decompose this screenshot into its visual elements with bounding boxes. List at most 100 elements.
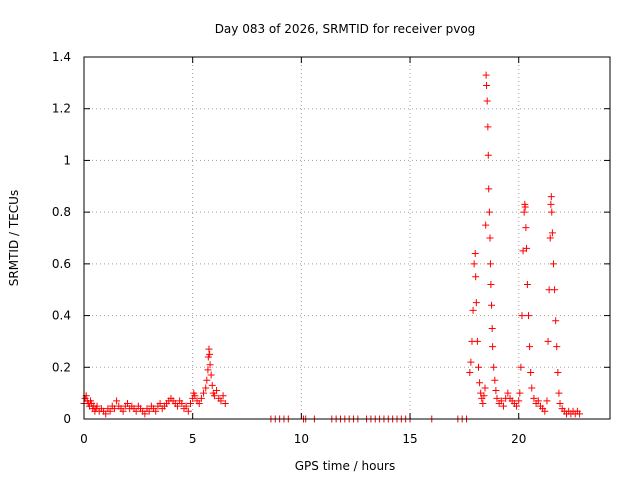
data-point	[197, 394, 205, 402]
x-tick-label: 5	[189, 432, 197, 446]
grid-lines	[84, 57, 610, 419]
data-point	[217, 397, 225, 405]
data-point	[184, 407, 192, 415]
data-point	[556, 399, 564, 407]
data-point	[484, 151, 492, 159]
data-point	[497, 397, 505, 405]
data-point	[524, 312, 532, 320]
data-point	[207, 371, 215, 379]
data-point	[182, 402, 190, 410]
data-point	[493, 394, 501, 402]
data-point	[488, 325, 496, 332]
data-point	[475, 363, 482, 371]
chart-title: Day 083 of 2026, SRMTID for receiver pvo…	[215, 22, 476, 36]
data-point	[523, 244, 531, 252]
data-point	[541, 407, 549, 415]
data-point	[466, 368, 474, 376]
data-point	[472, 299, 480, 307]
data-point	[152, 407, 160, 415]
data-point	[200, 389, 208, 397]
data-point	[469, 306, 477, 314]
data-point	[476, 379, 484, 387]
y-tick-label: 1.4	[52, 50, 71, 64]
data-point	[206, 361, 214, 369]
data-point	[552, 317, 560, 325]
x-tick-label: 0	[80, 432, 88, 446]
y-tick-label: 0.8	[52, 205, 71, 219]
data-point	[480, 392, 488, 400]
data-point	[93, 402, 101, 410]
data-point	[576, 410, 584, 418]
data-point	[467, 358, 475, 366]
data-point	[548, 229, 556, 237]
data-point	[187, 399, 195, 407]
data-point	[547, 193, 555, 201]
data-point	[492, 387, 500, 395]
data-point	[205, 345, 213, 353]
data-point	[106, 407, 114, 415]
data-point	[516, 389, 524, 397]
data-point	[102, 410, 110, 418]
data-point	[521, 203, 529, 211]
data-point	[202, 384, 210, 392]
data-point	[145, 407, 153, 415]
data-point	[518, 312, 526, 320]
data-point	[156, 399, 164, 407]
data-point	[206, 350, 214, 358]
data-point	[526, 343, 534, 351]
data-point	[195, 399, 203, 407]
y-tick-label: 0.4	[52, 309, 71, 323]
data-point	[499, 402, 507, 410]
data-point	[549, 260, 557, 268]
data-point	[486, 260, 494, 268]
data-point	[551, 286, 559, 294]
data-point	[132, 407, 140, 415]
data-point	[544, 337, 552, 345]
data-point	[471, 250, 479, 258]
data-point	[534, 397, 542, 405]
data-point	[119, 407, 127, 415]
data-point	[483, 81, 491, 89]
x-tick-label: 15	[402, 432, 417, 446]
data-point	[485, 208, 493, 216]
data-point	[527, 368, 535, 376]
data-point	[548, 208, 556, 216]
data-point	[178, 399, 186, 407]
data-point	[489, 343, 497, 351]
data-point	[528, 384, 536, 392]
data-point	[522, 224, 530, 232]
data-point	[555, 389, 563, 397]
data-point	[173, 402, 181, 410]
x-axis-label: GPS time / hours	[295, 459, 396, 473]
data-point	[204, 366, 212, 374]
data-point	[110, 405, 118, 413]
data-points	[80, 71, 584, 423]
data-point	[470, 260, 478, 268]
data-point	[221, 399, 229, 407]
x-tick-label: 20	[511, 432, 526, 446]
data-point	[530, 394, 538, 402]
data-point	[472, 273, 480, 281]
y-tick-label: 0.2	[52, 360, 71, 374]
data-point	[123, 399, 131, 407]
data-point	[553, 343, 561, 351]
data-point	[487, 281, 495, 289]
plot-frame	[83, 56, 611, 420]
data-point	[543, 397, 551, 405]
data-point	[523, 281, 531, 289]
data-point	[520, 208, 528, 216]
data-point	[141, 410, 149, 418]
data-point	[546, 234, 554, 242]
y-tick-label: 0.6	[52, 257, 71, 271]
data-point	[210, 392, 218, 400]
data-point	[208, 381, 216, 389]
data-point	[481, 384, 489, 392]
data-point	[483, 97, 491, 105]
data-point	[484, 123, 492, 131]
data-point	[191, 392, 199, 400]
y-tick-label: 1	[63, 153, 71, 167]
data-point	[490, 363, 498, 371]
y-tick-label: 0	[63, 412, 71, 426]
x-tick-label: 10	[294, 432, 309, 446]
